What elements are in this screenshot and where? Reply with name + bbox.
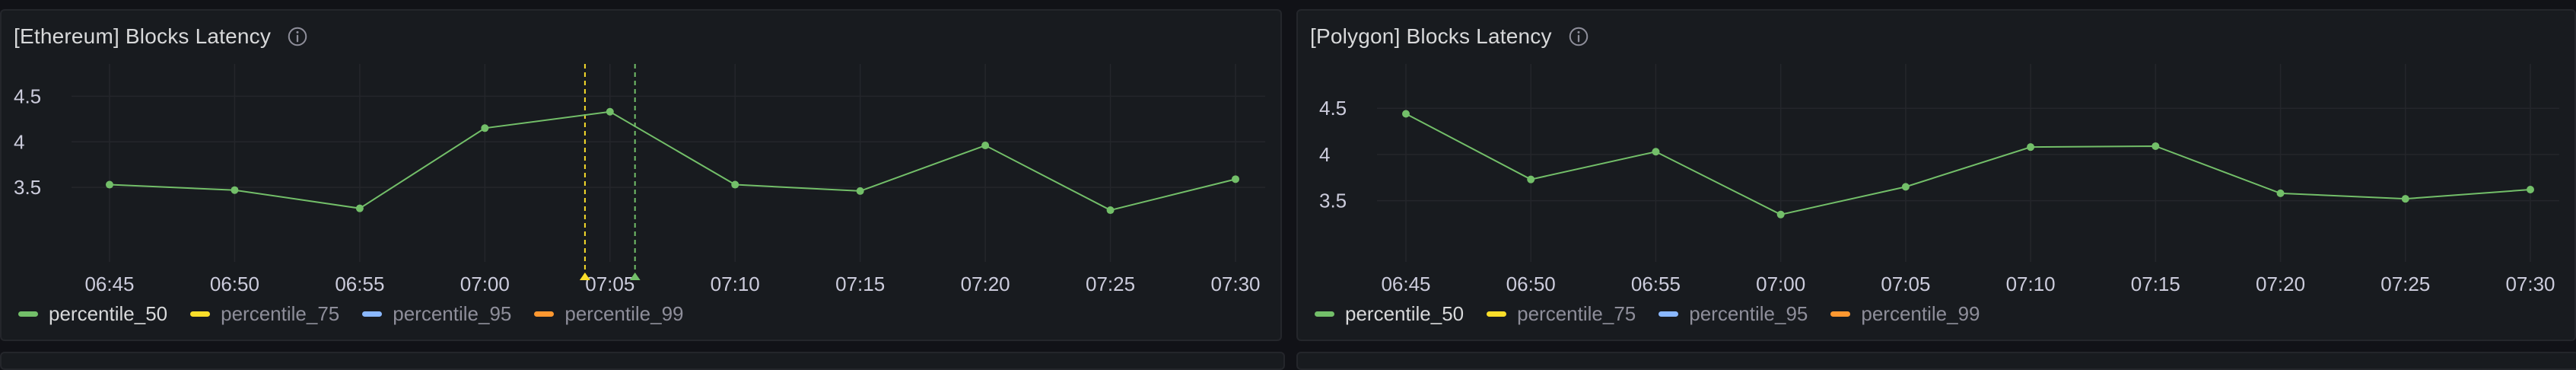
next-panel-edge [0,352,1285,370]
legend-swatch [1830,311,1851,317]
data-point [981,142,990,150]
data-point [1901,183,1910,191]
data-point [731,180,739,189]
x-tick-label: 07:10 [2006,273,2056,292]
ethereum-latency-chart[interactable]: 06:45 06:50 06:55 07:00 07:05 07:10 07:15 07:20… [2,64,1280,292]
annotation-marker [629,273,641,280]
legend-label: percentile_75 [1517,302,1636,325]
x-tick-label: 07:05 [585,273,634,292]
data-point [1776,210,1785,218]
legend-label: percentile_95 [1689,302,1808,325]
legend-item-percentile-95[interactable]: percentile_95 [1658,302,1808,326]
legend-item-percentile-75[interactable]: percentile_75 [190,302,339,326]
data-point [481,124,489,132]
x-tick-label: 07:30 [2505,273,2555,292]
x-tick-label: 06:55 [335,273,384,292]
legend-item-percentile-50[interactable]: percentile_50 [18,302,167,326]
y-tick-label: 4 [1319,143,1330,166]
legend: percentile_50 percentile_75 percentile_9… [18,302,684,326]
y-tick-label: 4 [14,130,24,153]
legend-swatch [190,311,211,317]
data-point [856,187,864,195]
x-tick-label: 06:45 [1381,273,1430,292]
x-tick-label: 07:10 [711,273,760,292]
legend-item-percentile-75[interactable]: percentile_75 [1487,302,1636,326]
ethereum-latency-panel: [Ethereum] Blocks Latency 06:45 06:50 06:5… [0,9,1282,341]
legend-item-percentile-95[interactable]: percentile_95 [362,302,511,326]
legend-swatch [534,311,555,317]
data-point [1232,175,1239,183]
info-icon[interactable] [286,25,309,48]
annotation-marker [579,273,590,280]
x-tick-label: 06:50 [210,273,259,292]
info-icon[interactable] [1567,25,1590,48]
legend-swatch [362,311,383,317]
data-point [355,204,364,212]
polygon-latency-panel: [Polygon] Blocks Latency 06:45 06:50 06:55… [1296,9,2576,341]
legend-label: percentile_50 [1345,302,1465,325]
panel-title: [Polygon] Blocks Latency [1310,24,1552,48]
data-point [2027,143,2035,152]
legend-label: percentile_50 [49,302,168,325]
x-tick-label: 06:50 [1506,273,1556,292]
legend-swatch [1487,311,1507,317]
legend-item-percentile-99[interactable]: percentile_99 [534,302,684,326]
y-tick-label: 3.5 [1319,190,1347,212]
data-point [1652,148,1660,156]
data-point [231,186,239,194]
data-point [1106,206,1115,215]
legend-label: percentile_75 [221,302,340,325]
y-tick-label: 4.5 [14,85,41,107]
legend-item-percentile-50[interactable]: percentile_50 [1315,302,1464,326]
x-tick-label: 07:30 [1210,273,1260,292]
x-tick-label: 07:25 [2380,273,2430,292]
polygon-latency-chart[interactable]: 06:45 06:50 06:55 07:00 07:05 07:10 07:15 07:20… [1298,64,2574,292]
legend-swatch [1315,311,1334,317]
x-tick-label: 07:00 [1756,273,1805,292]
x-tick-label: 07:00 [460,273,510,292]
legend: percentile_50 percentile_75 percentile_9… [1315,302,1980,326]
data-point [2276,189,2285,197]
data-point [606,107,614,116]
legend-label: percentile_99 [564,302,684,325]
y-tick-label: 3.5 [14,176,41,199]
data-point [2401,195,2409,203]
panel-title: [Ethereum] Blocks Latency [14,24,272,48]
series-line-percentile_50 [1405,113,2531,215]
x-tick-label: 07:20 [2256,273,2305,292]
panel-header: [Ethereum] Blocks Latency [14,21,309,52]
next-panel-edge [1296,352,2576,370]
x-tick-label: 07:20 [961,273,1010,292]
x-tick-label: 07:15 [835,273,885,292]
panel-header: [Polygon] Blocks Latency [1310,21,1590,52]
data-point [1527,175,1535,183]
legend-label: percentile_95 [393,302,512,325]
legend-label: percentile_99 [1861,302,1980,325]
data-point [2151,142,2160,150]
x-tick-label: 07:05 [1881,273,1930,292]
data-point [1402,110,1410,118]
data-point [2527,186,2534,194]
legend-swatch [18,311,38,317]
data-point [106,180,113,189]
y-tick-label: 4.5 [1319,97,1347,120]
x-tick-label: 06:45 [84,273,134,292]
x-tick-label: 06:55 [1631,273,1681,292]
legend-swatch [1658,311,1679,317]
x-tick-label: 07:15 [2131,273,2180,292]
legend-item-percentile-99[interactable]: percentile_99 [1830,302,1980,326]
series-line-percentile_50 [109,110,1236,212]
x-tick-label: 07:25 [1086,273,1135,292]
